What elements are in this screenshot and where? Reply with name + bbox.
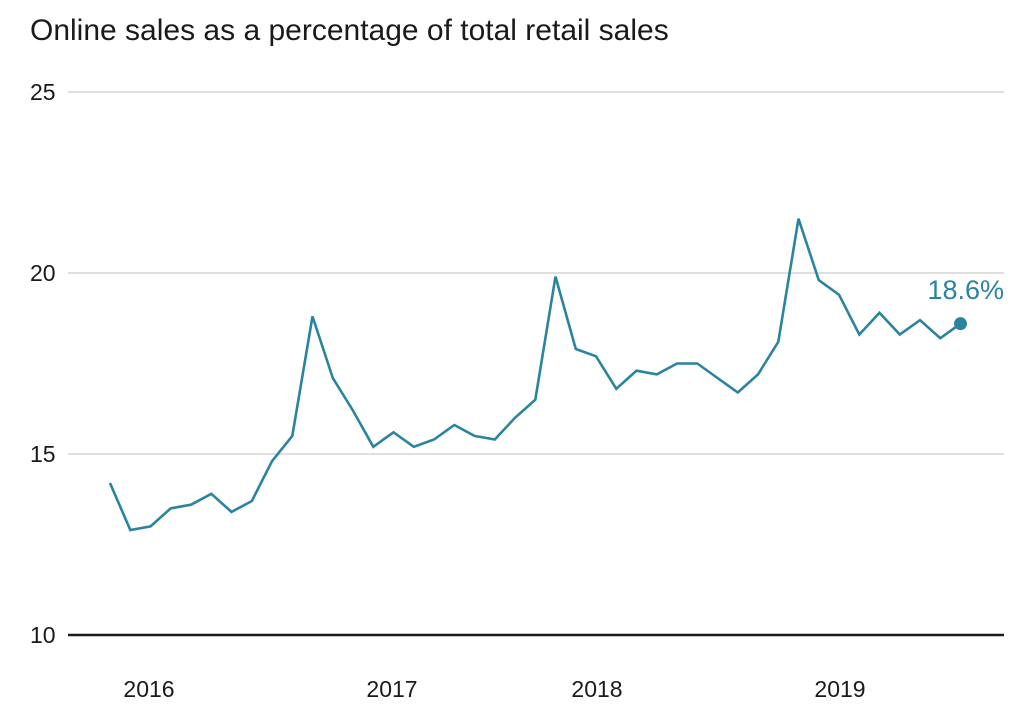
gridlines	[68, 91, 1004, 637]
y-tick-label: 25	[30, 79, 56, 105]
end-value-label: 18.6%	[927, 275, 1004, 305]
chart-title: Online sales as a percentage of total re…	[30, 14, 669, 47]
y-tick-labels: 10 15 20 25	[30, 79, 56, 648]
x-tick-label: 2016	[123, 676, 174, 702]
y-tick-label: 15	[30, 441, 56, 467]
x-tick-label: 2017	[366, 676, 417, 702]
end-point-marker	[954, 317, 967, 331]
y-tick-label: 10	[30, 622, 56, 648]
x-tick-label: 2018	[571, 676, 622, 702]
series-line	[108, 218, 962, 532]
series: 18.6%	[108, 218, 1004, 532]
x-tick-label: 2019	[814, 676, 865, 702]
y-tick-label: 20	[30, 260, 56, 286]
x-tick-labels: 2016 2017 2018 2019	[123, 676, 865, 702]
